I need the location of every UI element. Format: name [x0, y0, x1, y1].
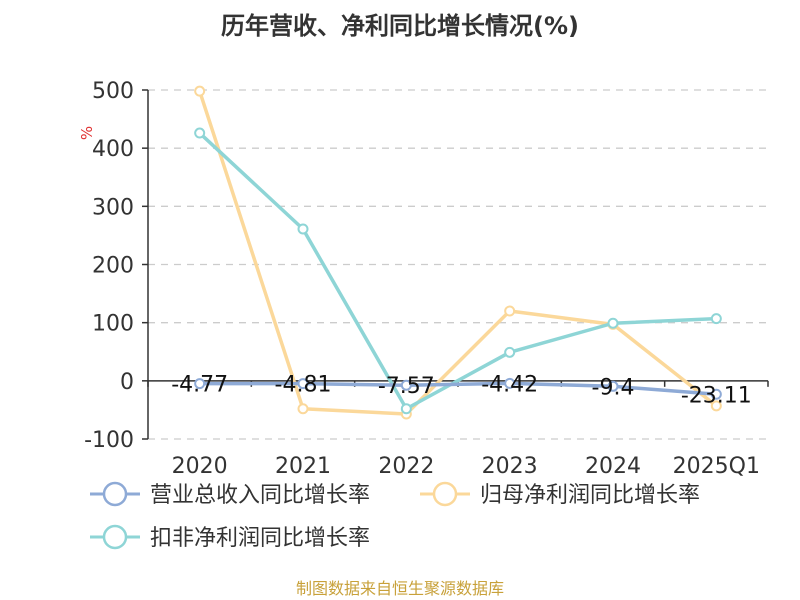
legend-marker-0: [102, 481, 128, 507]
y-tick-label-0: 0: [120, 370, 134, 395]
legend-label-2: 扣非净利润同比增长率: [150, 526, 370, 551]
point-1-2020: [194, 85, 206, 97]
axes: 500 400 300 200 100 0 -100 2020 2021 2022 2023 2024…: [84, 79, 769, 479]
data-label-2020: -4.77: [171, 373, 228, 398]
y-unit-label: %: [78, 126, 96, 140]
y-tick-label-300: 300: [92, 195, 134, 220]
data-label-2025Q1: -23.11: [681, 383, 752, 408]
x-tick-label-2020: 2020: [172, 454, 228, 479]
point-0-2024: [607, 380, 619, 392]
y-tick-label-500: 500: [92, 79, 134, 104]
point-0-2025Q1: [710, 388, 722, 400]
point-1-2021: [297, 403, 309, 415]
data-label-2023: -4.42: [481, 372, 538, 397]
legend-label-1: 归母净利润同比增长率: [480, 483, 700, 508]
point-1-2025Q1: [710, 400, 722, 412]
point-2-2022: [400, 403, 412, 415]
x-tick-label-2025Q1: 2025Q1: [673, 454, 760, 479]
point-0-2022: [400, 379, 412, 391]
point-2-2020: [194, 127, 206, 139]
x-tick-label-2023: 2023: [482, 454, 538, 479]
series-line-1: [198, 90, 718, 416]
legend-marker-1: [432, 481, 458, 507]
point-2-2023: [504, 346, 516, 358]
point-2-2024: [607, 317, 619, 329]
point-0-2023: [504, 377, 516, 389]
y-tick-label--100: -100: [84, 428, 134, 453]
series-line-0: [199, 381, 717, 397]
point-1-2023: [504, 305, 516, 317]
x-tick-label-2022: 2022: [378, 454, 434, 479]
y-tick-label-200: 200: [92, 254, 134, 279]
y-tick-label-400: 400: [92, 137, 134, 162]
point-2-2025Q1: [710, 313, 722, 325]
data-label-2024: -9.4: [592, 375, 635, 400]
source-note: 制图数据来自恒生聚源数据库: [296, 579, 504, 598]
x-tick-label-2021: 2021: [275, 454, 331, 479]
data-label-2021: -4.81: [275, 373, 332, 398]
point-0-2021: [297, 378, 309, 390]
point-0-2020: [194, 378, 206, 390]
data-labels: -4.77 -4.81 -7.57 -4.42 -9.4 -23.11: [171, 372, 752, 408]
y-tick-label-100: 100: [92, 312, 134, 337]
series-line-2: [198, 131, 717, 411]
legend-marker-2: [102, 524, 128, 550]
chart-title: 历年营收、净利同比增长情况(%): [221, 12, 579, 40]
legend-label-0: 营业总收入同比增长率: [150, 483, 370, 508]
series-lines: [194, 85, 722, 420]
data-label-2022: -7.57: [378, 374, 435, 399]
point-2-2021: [297, 223, 309, 235]
x-tick-label-2024: 2024: [585, 454, 641, 479]
